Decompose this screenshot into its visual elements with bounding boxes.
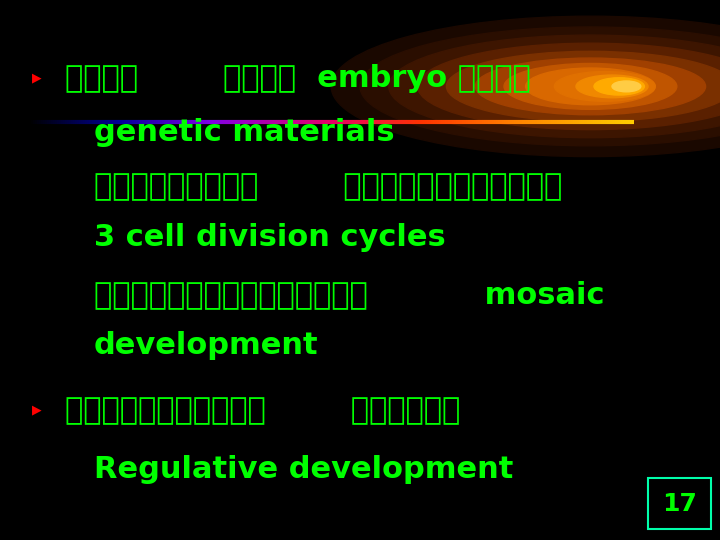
- Ellipse shape: [526, 68, 655, 105]
- Text: development: development: [94, 331, 318, 360]
- Ellipse shape: [446, 51, 720, 122]
- Ellipse shape: [554, 71, 655, 102]
- Text: 17: 17: [662, 491, 697, 516]
- Ellipse shape: [576, 75, 648, 98]
- Text: ซงเปนเวลานานกวา           mosaic: ซงเปนเวลานานกวา mosaic: [94, 280, 604, 309]
- Text: นนคอ        เซลล  embryo รกษา: นนคอ เซลล embryo รกษา: [65, 64, 531, 93]
- Text: ▶: ▶: [32, 404, 42, 417]
- FancyBboxPatch shape: [648, 478, 711, 529]
- Ellipse shape: [418, 43, 720, 130]
- Ellipse shape: [360, 27, 720, 146]
- Ellipse shape: [612, 81, 641, 92]
- Text: Regulative development: Regulative development: [94, 455, 513, 484]
- Ellipse shape: [594, 78, 644, 95]
- Ellipse shape: [504, 64, 677, 109]
- Ellipse shape: [389, 35, 720, 138]
- Ellipse shape: [475, 58, 706, 115]
- Text: ▶: ▶: [32, 72, 42, 85]
- Text: ไมใหสญเสย        เปนเวลานานถง: ไมใหสญเสย เปนเวลานานถง: [94, 172, 562, 201]
- Ellipse shape: [331, 16, 720, 157]
- Text: genetic materials: genetic materials: [94, 118, 395, 147]
- Text: 3 cell division cycles: 3 cell division cycles: [94, 223, 446, 252]
- Text: พฒนาการแบบน        เรยกวา: พฒนาการแบบน เรยกวา: [65, 396, 460, 425]
